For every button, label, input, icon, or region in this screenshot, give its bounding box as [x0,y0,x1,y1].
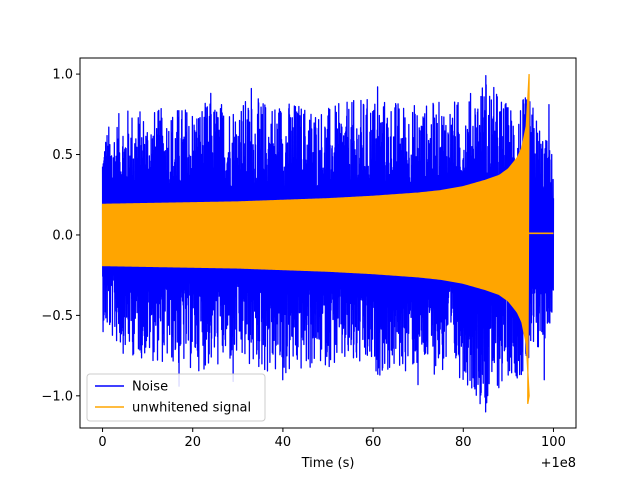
legend-label-noise: Noise [132,380,168,395]
x-tick-label: 80 [455,435,472,450]
plot-frame [79,57,577,429]
legend-box [86,373,266,422]
x-axis-label: Time (s) [301,456,355,471]
x-axis: 0 20 40 60 80 100 [98,428,566,450]
x-tick-label: 60 [365,435,382,450]
y-tick-label: 1.0 [52,68,73,83]
y-tick-label: 0.0 [52,228,73,243]
x-tick-label: 0 [98,435,106,450]
x-offset-label: +1e8 [541,456,576,471]
series-area-unwhitened-signal [101,74,530,404]
series-layer [101,74,555,413]
x-tick-label: 40 [275,435,292,450]
x-tick-label: 100 [541,435,566,450]
x-tick-label: 20 [184,435,201,450]
y-axis: −1.0 −0.5 0.0 0.5 1.0 [41,68,80,404]
y-tick-label: −1.0 [41,389,73,404]
y-tick-label: 0.5 [52,148,73,163]
legend-label-unwhitened-signal: unwhitened signal [132,401,251,416]
y-tick-label: −0.5 [41,309,73,324]
legend: Noise unwhitened signal [86,373,266,422]
